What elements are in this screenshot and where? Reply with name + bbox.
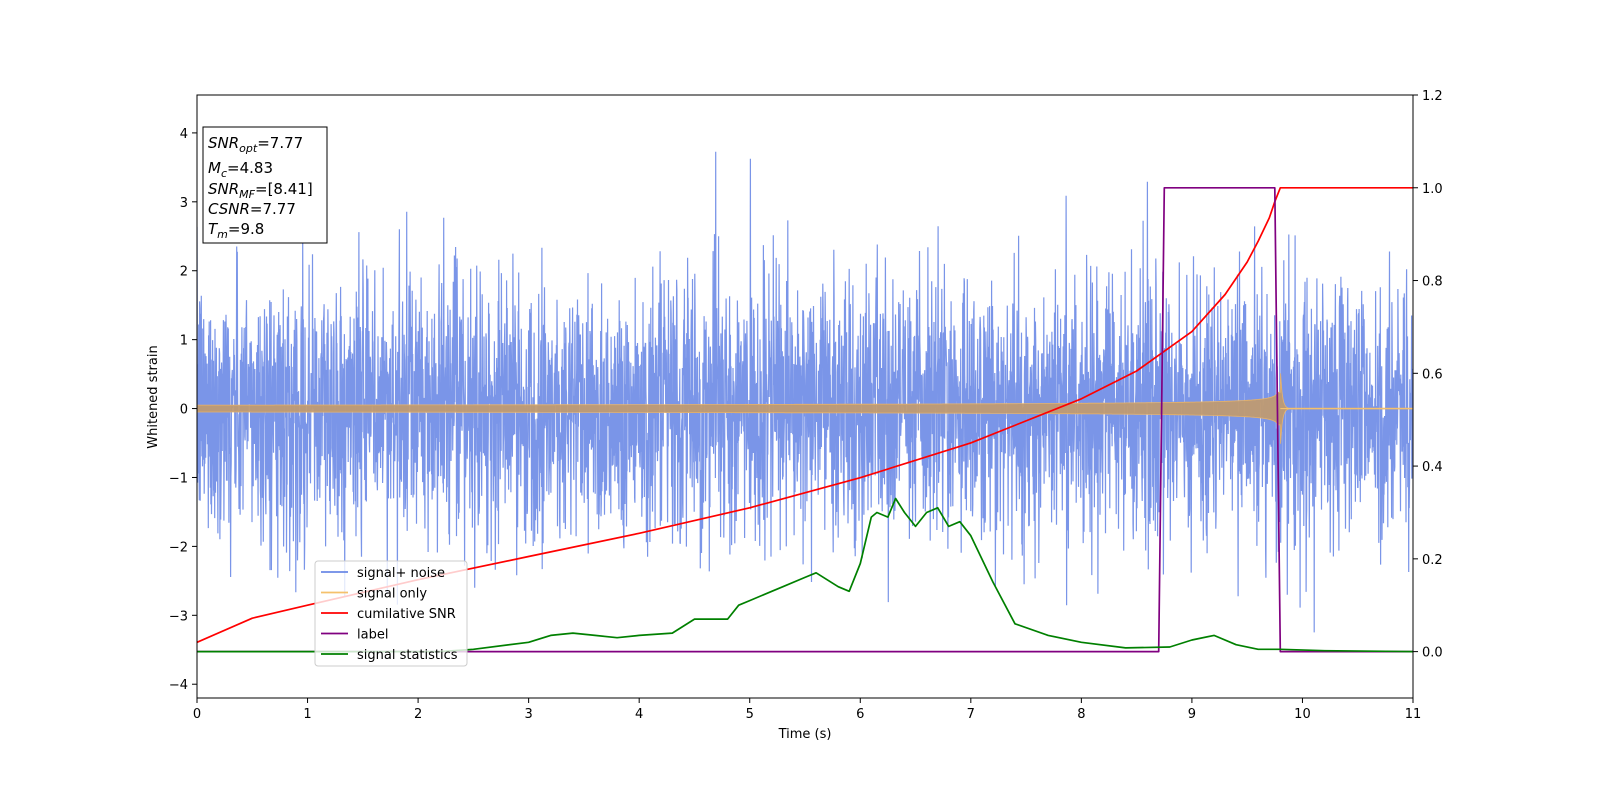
- x-tick-label: 3: [524, 707, 532, 722]
- x-tick-label: 0: [193, 707, 201, 722]
- y-tick-label: 4: [180, 127, 188, 142]
- series-signal-only: [197, 373, 1413, 444]
- annotation-symbol: CSNR: [208, 200, 250, 218]
- y2-tick-label: 0.4: [1422, 460, 1443, 475]
- x-axis-label: Time (s): [778, 727, 832, 742]
- y-axis-label: Whitened strain: [146, 345, 161, 448]
- annotation-subscript: c: [221, 167, 227, 180]
- x-tick-label: 2: [414, 707, 422, 722]
- series-signal-noise: [197, 151, 1413, 633]
- annotation-line: SNRopt=7.77: [208, 134, 303, 155]
- annotation-symbol: SNR: [208, 180, 239, 198]
- y2-tick-label: 0.6: [1422, 367, 1443, 382]
- y2-tick-label: 1.2: [1422, 89, 1443, 104]
- y-tick-label: −4: [169, 678, 188, 693]
- annotation-line: Mc=4.83: [208, 159, 273, 180]
- annotation-subscript: m: [217, 228, 228, 241]
- legend-entry: label: [357, 628, 388, 643]
- annotation-symbol: SNR: [208, 134, 239, 152]
- x-tick-label: 6: [856, 707, 864, 722]
- y-tick-label: −2: [169, 540, 188, 555]
- annotation-line: SNRMF=[8.41]: [208, 180, 313, 201]
- y2-tick-label: 0.0: [1422, 646, 1443, 661]
- annotation-value: =7.77: [257, 134, 303, 152]
- x-tick-label: 8: [1077, 707, 1085, 722]
- y-tick-label: −1: [169, 471, 188, 486]
- y-tick-label: 3: [180, 196, 188, 211]
- annotation-value: =7.77: [250, 200, 296, 218]
- annotation-value: =9.8: [228, 220, 264, 238]
- plot-frame: [196, 94, 1414, 699]
- x-tick-label: 1: [303, 707, 311, 722]
- annotation-subscript: opt: [239, 142, 258, 155]
- annotation-symbol: T: [208, 220, 219, 238]
- y2-tick-label: 0.2: [1422, 553, 1443, 568]
- x-tick-label: 10: [1294, 707, 1311, 722]
- annotation-line: Tm=9.8: [208, 220, 264, 241]
- y-axis-left: 4 3 2 1 0 −1 −2 −3 −4: [169, 127, 197, 693]
- series-label: [197, 186, 1413, 653]
- legend-entry: signal only: [357, 587, 427, 602]
- x-tick-label: 5: [746, 707, 754, 722]
- x-axis: 0 1 2 3 4 5 6 7 8 9 10 11: [193, 698, 1421, 722]
- y-tick-label: 1: [180, 334, 188, 349]
- x-tick-label: 4: [635, 707, 643, 722]
- legend-entry: cumilative SNR: [357, 607, 456, 622]
- x-tick-label: 7: [967, 707, 975, 722]
- x-tick-label: 11: [1405, 707, 1422, 722]
- annotation-value: =4.83: [227, 159, 273, 177]
- legend-frame: [314, 560, 468, 667]
- annotation-value: =[8.41]: [255, 180, 313, 198]
- y-axis-right: 1.2 1.0 0.8 0.6 0.4 0.2 0.0: [1413, 89, 1443, 661]
- annotation-box: SNRopt=7.77Mc=4.83SNRMF=[8.41]CSNR=7.77T…: [202, 126, 328, 244]
- x-tick-label: 9: [1188, 707, 1196, 722]
- y-tick-label: −3: [169, 609, 188, 624]
- annotation-symbol: M: [208, 159, 221, 177]
- y2-tick-label: 0.8: [1422, 275, 1443, 290]
- legend: signal+ noise signal only cumilative SNR la…: [314, 560, 468, 667]
- y-tick-label: 0: [180, 403, 188, 418]
- annotation-line: CSNR=7.77: [208, 200, 296, 218]
- legend-entry: signal statistics: [357, 648, 458, 663]
- y2-tick-label: 1.0: [1422, 182, 1443, 197]
- y-tick-label: 2: [180, 265, 188, 280]
- annotation-box-frame: [202, 126, 328, 244]
- legend-entry: signal+ noise: [357, 566, 445, 581]
- series-signal-statistics: [197, 497, 1413, 653]
- annotation-subscript: MF: [239, 188, 255, 201]
